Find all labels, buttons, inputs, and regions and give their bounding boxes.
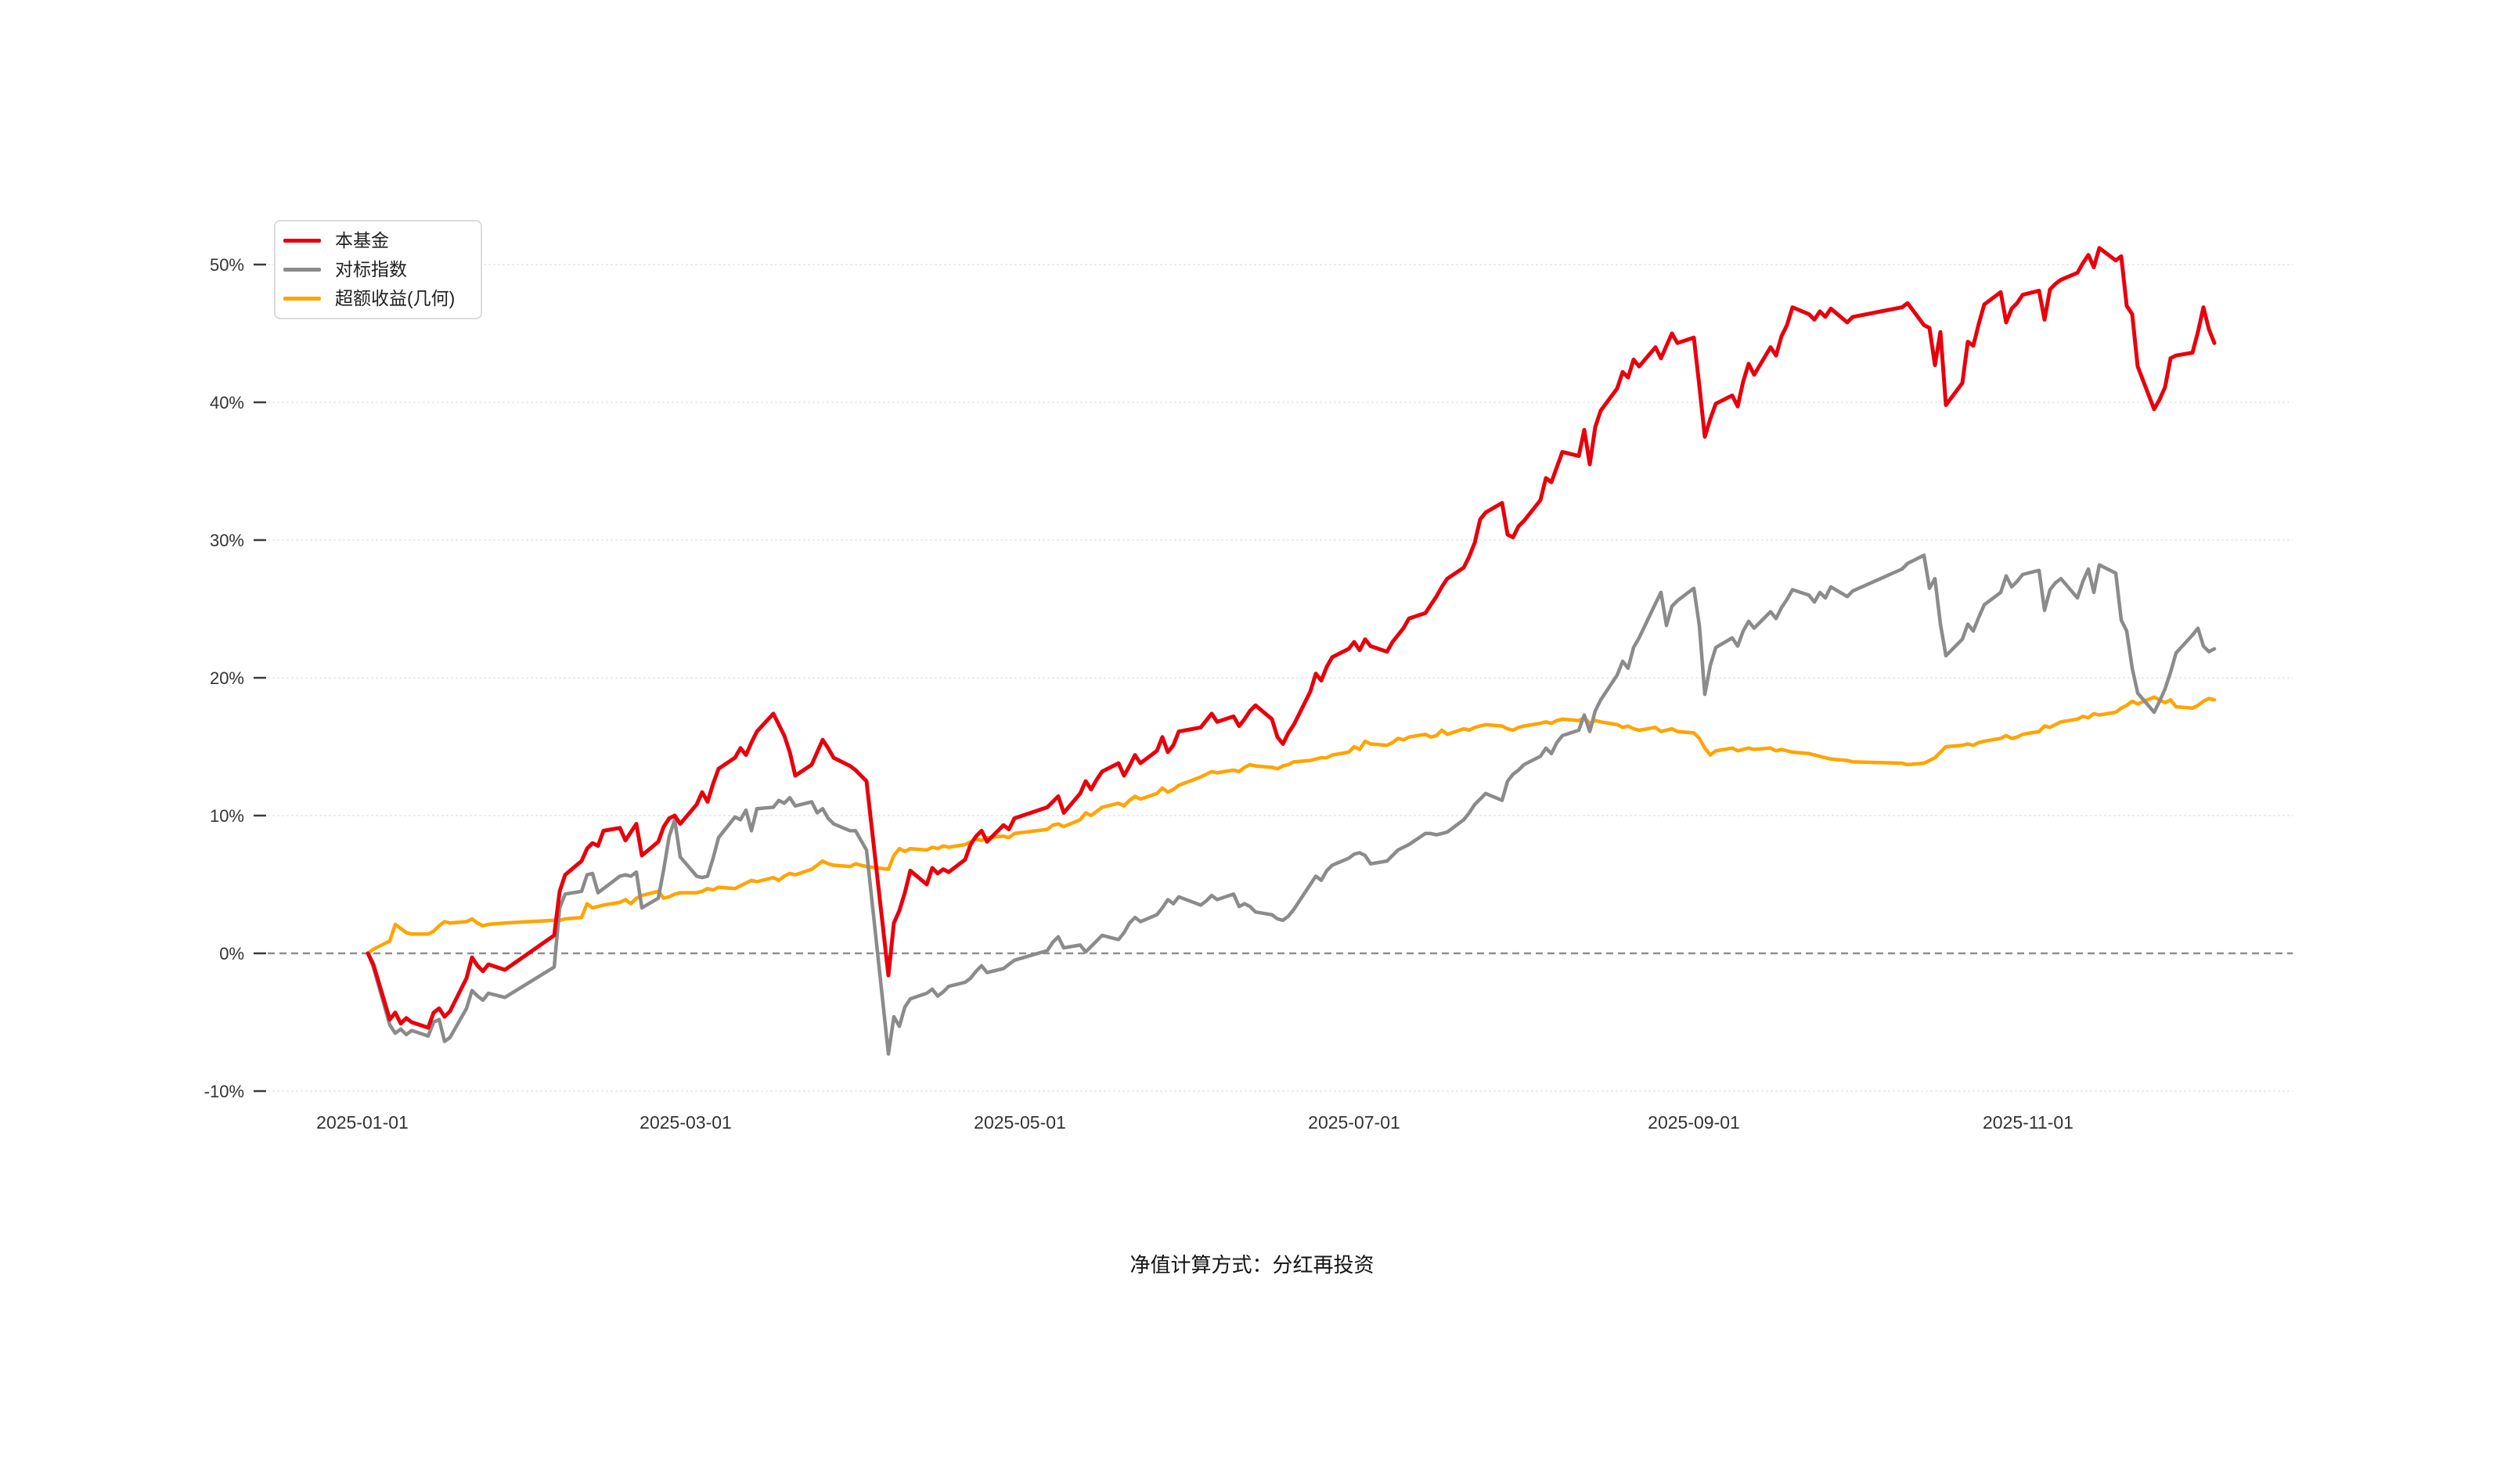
legend-item-label: 对标指数 (335, 259, 407, 279)
legend-item-benchmark[interactable]: 对标指数 (283, 255, 470, 284)
x-axis-label: 2025-01-01 (316, 1112, 409, 1133)
legend-item-fund[interactable]: 本基金 (283, 226, 470, 255)
y-axis-label: 40% (210, 393, 244, 412)
series-line-超额收益(几何) (366, 695, 2217, 956)
y-axis-label: 0% (219, 944, 244, 964)
chart-legend: 本基金 对标指数 超额收益(几何) (274, 220, 482, 319)
x-axis-label: 2025-11-01 (1983, 1112, 2073, 1133)
x-axis-label: 2025-07-01 (1308, 1112, 1400, 1133)
benchmark-line-swatch (283, 268, 321, 272)
y-axis-label: 30% (210, 531, 244, 550)
x-axis-label: 2025-05-01 (974, 1112, 1066, 1133)
y-axis-label: 10% (210, 806, 244, 826)
x-axis-label: 2025-09-01 (1648, 1112, 1740, 1133)
series-line-对标指数 (366, 553, 2217, 1056)
legend-item-label: 本基金 (335, 230, 389, 250)
y-axis-label: 50% (210, 255, 244, 275)
excess-return-line-swatch (283, 297, 321, 301)
nav-calculation-note: 净值计算方式：分红再投资 (1130, 1253, 1374, 1277)
x-axis-label: 2025-03-01 (640, 1112, 732, 1133)
legend-item-label: 超额收益(几何) (335, 288, 456, 308)
legend-item-excess-return[interactable]: 超额收益(几何) (283, 284, 470, 313)
series-line-本基金 (366, 246, 2217, 1030)
y-axis-label: 20% (210, 668, 244, 688)
fund-line-swatch (283, 239, 321, 243)
y-axis-label: -10% (204, 1082, 244, 1101)
